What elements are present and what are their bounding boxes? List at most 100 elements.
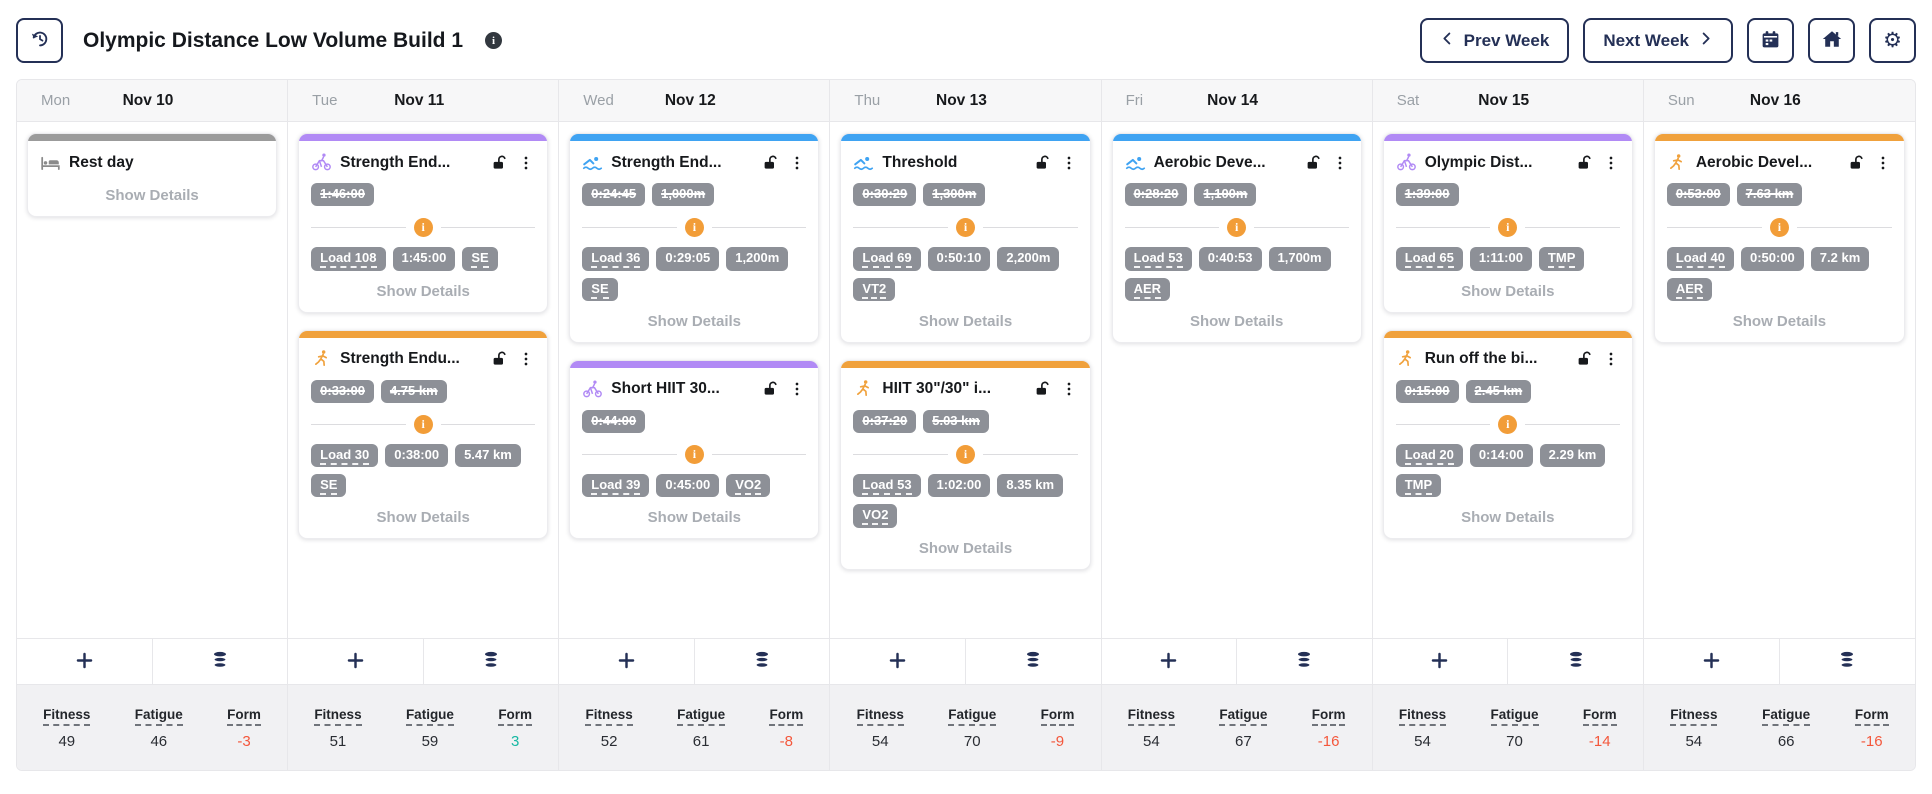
show-details-link[interactable]: Show Details (647, 312, 742, 330)
library-button[interactable] (965, 639, 1101, 684)
metric-badge: 1:02:00 (927, 474, 991, 498)
kebab-menu-icon[interactable] (517, 154, 535, 172)
workout-card[interactable]: Rest day Show Details (27, 133, 278, 217)
workout-card[interactable]: Olympic Dist... 1:39:00 i Load 65 1:11:00 TMP… (1382, 133, 1633, 313)
history-button[interactable] (16, 18, 63, 63)
metric-badge-text: 0:45:00 (665, 477, 711, 492)
planned-badges: 1:46:00 (311, 183, 535, 207)
show-details-link[interactable]: Show Details (918, 312, 1013, 330)
library-button[interactable] (151, 639, 288, 684)
workout-card[interactable]: Aerobic Deve... 0:28:20 1,100m i Load 53 0:40… (1111, 133, 1362, 343)
workout-card[interactable]: Run off the bi... 0:15:00 2.45 km i Load 20 0… (1382, 329, 1633, 540)
day-actions (288, 638, 559, 684)
library-button[interactable] (693, 639, 830, 684)
show-details-link[interactable]: Show Details (647, 509, 742, 527)
card-body: Olympic Dist... 1:39:00 i Load 65 1:11:00 TMP… (1384, 141, 1632, 312)
show-details-link[interactable]: Show Details (1461, 509, 1555, 527)
unlock-icon[interactable] (1305, 154, 1323, 172)
info-icon[interactable]: i (413, 218, 433, 238)
card-header-row: Rest day (40, 152, 264, 173)
workout-card[interactable]: Strength Endu... 0:33:00 4.75 km i Load 30 0:… (298, 329, 549, 540)
kebab-menu-icon[interactable] (517, 350, 535, 368)
kebab-menu-icon[interactable] (1874, 154, 1892, 172)
day-name: Wed (583, 92, 614, 109)
kebab-menu-icon[interactable] (1602, 350, 1620, 368)
show-details-link[interactable]: Show Details (376, 509, 470, 527)
add-workout-button[interactable] (1643, 639, 1779, 684)
page-title: Olympic Distance Low Volume Build 1 (83, 28, 464, 52)
unlock-icon[interactable] (491, 350, 509, 368)
unlock-icon[interactable] (762, 154, 780, 172)
metric-badge-text: 8.35 km (1006, 477, 1055, 492)
workout-card[interactable]: Threshold 0:30:29 1,300m i Load 69 0:50:10 2,2… (840, 133, 1091, 343)
database-icon (752, 650, 772, 673)
info-icon[interactable]: i (1498, 218, 1518, 238)
workout-title: Strength End... (340, 153, 451, 171)
kebab-menu-icon[interactable] (1060, 380, 1078, 398)
show-details-link[interactable]: Show Details (918, 539, 1013, 557)
info-icon[interactable]: i (684, 445, 704, 464)
day-column: Thu Nov 13 Threshold 0:30:29 1,300m i Load 69 0… (830, 80, 1102, 770)
show-details-link[interactable]: Show Details (376, 282, 470, 300)
prev-week-button[interactable]: Prev Week (1419, 18, 1570, 63)
kebab-menu-icon[interactable] (1060, 154, 1078, 172)
info-icon[interactable]: i (413, 414, 433, 434)
unlock-icon[interactable] (762, 380, 780, 398)
metric-badge: 0:29:05 (656, 247, 720, 271)
library-button[interactable] (1507, 639, 1643, 684)
day-date: Nov 11 (394, 91, 445, 109)
add-workout-button[interactable] (1372, 639, 1508, 684)
unlock-icon[interactable] (1034, 380, 1052, 398)
unlock-icon[interactable] (1848, 154, 1866, 172)
plan-info-icon[interactable]: i (485, 32, 503, 49)
workout-card[interactable]: Aerobic Devel... 0:53:00 7.63 km i Load 40 0:… (1653, 133, 1905, 343)
show-details-link[interactable]: Show Details (1732, 312, 1827, 330)
metric-badges: Load 20 0:14:00 2.29 km TMP (1395, 443, 1620, 498)
settings-button[interactable]: ⚙ (1869, 18, 1916, 63)
unlock-icon[interactable] (1576, 154, 1594, 172)
add-workout-button[interactable] (17, 639, 152, 684)
card-color-bar (1383, 330, 1632, 338)
info-icon[interactable]: i (1769, 218, 1789, 238)
calendar-button[interactable] (1747, 18, 1794, 63)
library-button[interactable] (1778, 639, 1915, 684)
show-details-link[interactable]: Show Details (1189, 312, 1284, 330)
workout-card[interactable]: Strength End... 0:24:45 1,000m i Load 36 0:29… (569, 133, 820, 343)
info-icon[interactable]: i (1227, 218, 1247, 238)
info-icon[interactable]: i (956, 445, 975, 464)
fitness-value: 54 (1143, 732, 1160, 750)
info-icon[interactable]: i (956, 218, 975, 238)
kebab-menu-icon[interactable] (1602, 154, 1620, 172)
add-workout-button[interactable] (1101, 639, 1237, 684)
unlock-icon[interactable] (1034, 154, 1052, 172)
fatigue-label: Fatigue (134, 707, 183, 726)
workout-card[interactable]: HIIT 30"/30" i... 0:37:20 5.03 km i Load 53 1… (840, 359, 1091, 570)
info-icon[interactable]: i (684, 218, 704, 238)
metric-badge: 5.47 km (455, 443, 521, 467)
unlock-icon[interactable] (491, 154, 509, 172)
fitness-value: 54 (871, 732, 889, 750)
card-header-row: Run off the bi... (1396, 349, 1620, 370)
metric-badge-text: Load 40 (1675, 250, 1725, 269)
show-details-link[interactable]: Show Details (1461, 282, 1555, 300)
add-workout-button[interactable] (288, 639, 423, 684)
workout-card[interactable]: Short HIIT 30... 0:44:00 i Load 39 0:45:00 VO… (569, 359, 820, 540)
home-button[interactable] (1808, 18, 1855, 63)
unlock-icon[interactable] (1576, 350, 1594, 368)
add-workout-button[interactable] (559, 639, 694, 684)
library-button[interactable] (422, 639, 559, 684)
add-workout-button[interactable] (830, 639, 965, 684)
planned-badge: 7.63 km (1736, 183, 1803, 207)
kebab-menu-icon[interactable] (1331, 154, 1349, 172)
day-column: Fri Nov 14 Aerobic Deve... 0:28:20 1,100m i Lo… (1101, 80, 1373, 770)
day-column: Sat Nov 15 Olympic Dist... 1:39:00 i Load 65 1… (1372, 80, 1644, 770)
fitness-label: Fitness (856, 707, 904, 726)
workout-card[interactable]: Strength End... 1:46:00 i Load 108 1:45:00 SE… (298, 133, 549, 313)
show-details-link[interactable]: Show Details (105, 187, 199, 204)
info-icon[interactable]: i (1498, 414, 1518, 434)
kebab-menu-icon[interactable] (788, 380, 806, 398)
kebab-menu-icon[interactable] (788, 154, 806, 172)
metric-badge: Load 36 (582, 247, 650, 271)
next-week-button[interactable]: Next Week (1583, 18, 1733, 63)
library-button[interactable] (1236, 639, 1372, 684)
